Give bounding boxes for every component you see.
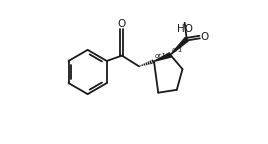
Text: O: O	[201, 32, 209, 42]
Polygon shape	[154, 53, 171, 61]
Text: or1: or1	[155, 53, 167, 59]
Text: HO: HO	[177, 24, 193, 34]
Text: or1: or1	[172, 47, 183, 53]
Polygon shape	[170, 38, 188, 55]
Text: O: O	[118, 18, 126, 29]
